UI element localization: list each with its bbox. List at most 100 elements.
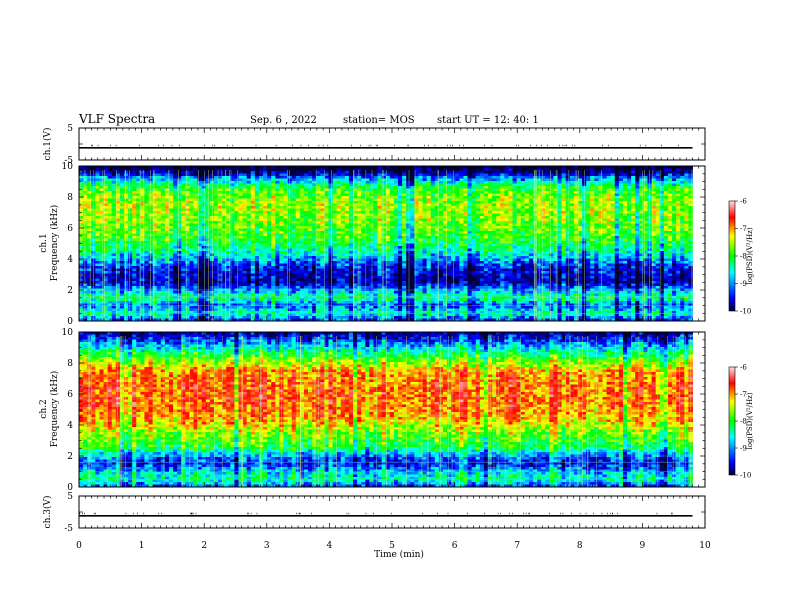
- spectrogram-cell: [627, 171, 632, 174]
- spectrogram-cell: [250, 241, 256, 244]
- spectrogram-cell: [332, 208, 338, 212]
- spectrogram-cell: [299, 243, 305, 247]
- spectrogram-cell: [565, 213, 571, 217]
- spectrogram-cell: [528, 166, 534, 169]
- spectrogram-cell: [348, 183, 354, 187]
- spectrogram-cell: [123, 208, 129, 212]
- spectrogram-cell: [79, 188, 84, 192]
- spectrogram-cell: [365, 168, 370, 172]
- spectrogram-cell: [614, 176, 620, 179]
- spectrogram-cell: [406, 231, 411, 234]
- spectrogram-cell: [586, 198, 591, 202]
- spectrogram-cell: [213, 241, 219, 244]
- spectrogram-cell: [234, 248, 239, 252]
- spectrogram-cell: [369, 243, 374, 247]
- spectrogram-cell: [590, 171, 595, 174]
- spectrogram-cell: [209, 213, 215, 217]
- spectrogram-cell: [483, 173, 489, 177]
- spectrogram-cell: [336, 178, 342, 182]
- spectrogram-cell: [279, 178, 284, 182]
- spectrogram-cell: [418, 186, 423, 189]
- spectrogram-cell: [610, 223, 616, 227]
- spectrogram-cell: [577, 193, 583, 197]
- spectrogram-cell: [312, 231, 317, 234]
- spectrogram-cell: [672, 226, 677, 229]
- spectrogram-cell: [123, 246, 129, 249]
- spectrogram-cell: [557, 206, 562, 209]
- spectrogram-cell: [303, 203, 309, 207]
- spectrogram-cell: [672, 193, 677, 197]
- spectrogram-cell: [160, 188, 166, 192]
- spectrogram-cell: [275, 218, 280, 222]
- spectrogram-cell: [320, 236, 325, 239]
- spectrogram-cell: [197, 171, 203, 174]
- spectrogram-cell: [512, 231, 518, 234]
- spectrogram-cell: [144, 233, 149, 237]
- spectrogram-cell: [340, 228, 346, 232]
- spectrogram-cell: [316, 246, 321, 249]
- spectrogram-cell: [160, 178, 166, 182]
- spectrogram-cell: [79, 198, 84, 202]
- spectrogram-cell: [340, 241, 346, 244]
- spectrogram-cell: [385, 243, 391, 247]
- spectrogram-cell: [226, 236, 231, 239]
- spectrogram-cell: [119, 243, 125, 247]
- spectrogram-cell: [299, 188, 305, 192]
- spectrogram-cell: [443, 181, 448, 184]
- spectrogram-cell: [328, 183, 333, 187]
- spectrogram-cell: [377, 213, 383, 217]
- spectrogram-cell: [389, 181, 395, 184]
- spectrogram-cell: [586, 196, 591, 199]
- spectrogram-cell: [385, 238, 391, 242]
- spectrogram-cell: [148, 228, 154, 232]
- spectrogram-cell: [160, 236, 166, 239]
- spectrogram-cell: [369, 198, 374, 202]
- spectrogram-cell: [230, 188, 235, 192]
- spectrogram-cell: [369, 213, 374, 217]
- spectrogram-cell: [602, 223, 607, 227]
- spectrogram-cell: [565, 168, 571, 172]
- spectrogram-cell: [344, 206, 350, 209]
- spectrogram-cell: [308, 223, 313, 227]
- spectrogram-cell: [651, 238, 657, 242]
- spectrogram-cell: [168, 188, 174, 192]
- spectrogram-cell: [655, 191, 661, 194]
- spectrogram-cell: [406, 221, 411, 224]
- spectrogram-cell: [479, 183, 485, 187]
- spectrogram-cell: [614, 231, 620, 234]
- spectrogram-cell: [422, 233, 428, 237]
- spectrogram-cell: [246, 181, 252, 184]
- spectrogram-cell: [639, 166, 644, 169]
- spectrogram-cell: [332, 241, 338, 244]
- spectrogram-cell: [639, 201, 644, 204]
- spectrogram-cell: [455, 226, 460, 229]
- spectrogram-cell: [635, 203, 640, 207]
- spectrogram-cell: [684, 168, 689, 172]
- spectrogram-cell: [483, 203, 489, 207]
- spectrogram-cell: [295, 236, 301, 239]
- spectrogram-cell: [357, 206, 362, 209]
- spectrogram-cell: [348, 231, 354, 234]
- spectrogram-cell: [672, 206, 677, 209]
- spectrogram-cell: [218, 201, 223, 204]
- spectrogram-cell: [140, 183, 145, 187]
- spectrogram-cell: [152, 236, 158, 239]
- spectrogram-cell: [275, 181, 280, 184]
- spectrogram-cell: [504, 166, 509, 169]
- spectrogram-cell: [402, 221, 407, 224]
- spectrogram-cell: [418, 176, 423, 179]
- spectrogram-cell: [655, 173, 661, 177]
- spectrogram-cell: [119, 223, 125, 227]
- spectrogram-cell: [582, 228, 587, 232]
- spectrogram-cell: [254, 188, 260, 192]
- spectrogram-cell: [618, 186, 624, 189]
- spectrogram-cell: [577, 233, 583, 237]
- spectrogram-cell: [316, 216, 321, 219]
- spectrogram-cell: [148, 218, 154, 222]
- spectrogram-cell: [627, 236, 632, 239]
- spectrogram-cell: [87, 201, 92, 204]
- spectrogram-cell: [496, 216, 501, 219]
- spectrogram-cell: [357, 201, 362, 204]
- spectrogram-cell: [618, 236, 624, 239]
- spectrogram-cell: [663, 213, 669, 217]
